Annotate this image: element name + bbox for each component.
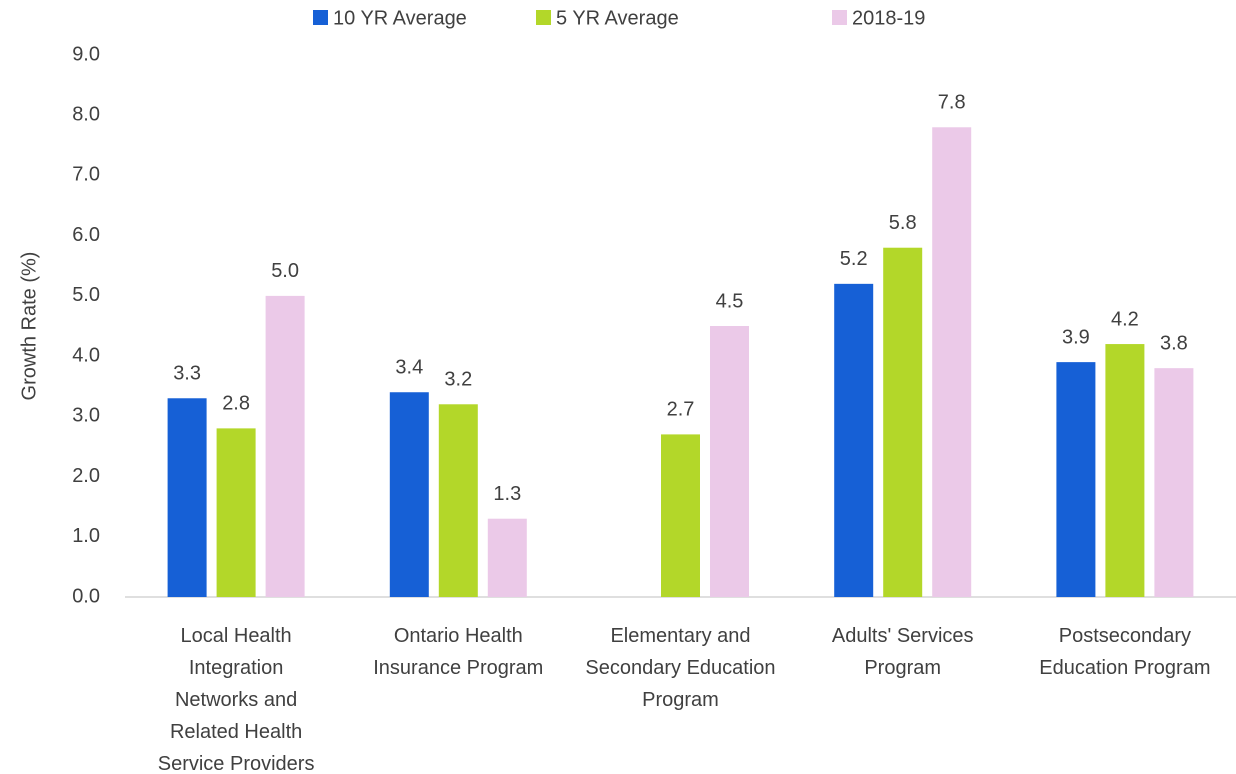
- y-tick-label: 6.0: [72, 224, 100, 246]
- x-tick-label: Postsecondary Education Program: [1039, 625, 1211, 679]
- y-tick-label: 9.0: [72, 43, 100, 65]
- bar: [438, 404, 478, 597]
- data-label: 1.3: [493, 483, 521, 505]
- bar: [834, 283, 874, 597]
- data-label: 3.2: [444, 369, 472, 391]
- y-tick-label: 1.0: [72, 525, 100, 547]
- data-label: 3.4: [395, 357, 423, 379]
- bar: [1154, 368, 1194, 597]
- y-tick-label: 8.0: [72, 104, 100, 126]
- bar: [1056, 362, 1096, 597]
- bar: [932, 127, 972, 598]
- bar: [883, 247, 923, 597]
- y-tick-label: 4.0: [72, 344, 100, 366]
- bar: [389, 392, 429, 597]
- data-label: 4.2: [1111, 308, 1139, 330]
- legend-swatch: [536, 10, 551, 25]
- x-tick-label: Ontario Health Insurance Program: [373, 625, 544, 679]
- bar: [265, 295, 305, 597]
- bar: [167, 398, 207, 597]
- y-tick-label: 2.0: [72, 465, 100, 487]
- x-tick-label: Elementary and Secondary Education Progr…: [585, 625, 776, 711]
- data-label: 3.9: [1062, 326, 1090, 348]
- y-tick-label: 0.0: [72, 585, 100, 607]
- bar: [661, 434, 700, 597]
- data-label: 5.8: [889, 212, 917, 234]
- bar: [487, 518, 527, 597]
- data-label: 2.8: [222, 393, 250, 415]
- x-tick-label: Local Health Integration Networks and Re…: [157, 625, 315, 774]
- y-axis-label: Growth Rate (%): [18, 252, 40, 401]
- data-label: 5.2: [840, 248, 868, 270]
- y-tick-label: 7.0: [72, 164, 100, 186]
- legend-label: 10 YR Average: [333, 7, 467, 29]
- data-label: 5.0: [271, 260, 299, 282]
- data-label: 3.8: [1160, 332, 1188, 354]
- legend-swatch: [313, 10, 328, 25]
- y-tick-label: 3.0: [72, 405, 100, 427]
- bar: [216, 428, 256, 597]
- bar: [710, 326, 749, 597]
- legend-label: 5 YR Average: [556, 7, 679, 29]
- data-label: 2.7: [667, 399, 695, 421]
- data-label: 4.5: [716, 290, 744, 312]
- legend-label: 2018-19: [852, 7, 925, 29]
- bar: [1105, 344, 1145, 597]
- legend-swatch: [832, 10, 847, 25]
- y-tick-label: 5.0: [72, 284, 100, 306]
- x-tick-label: Adults' Services Program: [831, 625, 974, 679]
- data-label: 7.8: [938, 92, 966, 114]
- data-label: 3.3: [173, 363, 201, 385]
